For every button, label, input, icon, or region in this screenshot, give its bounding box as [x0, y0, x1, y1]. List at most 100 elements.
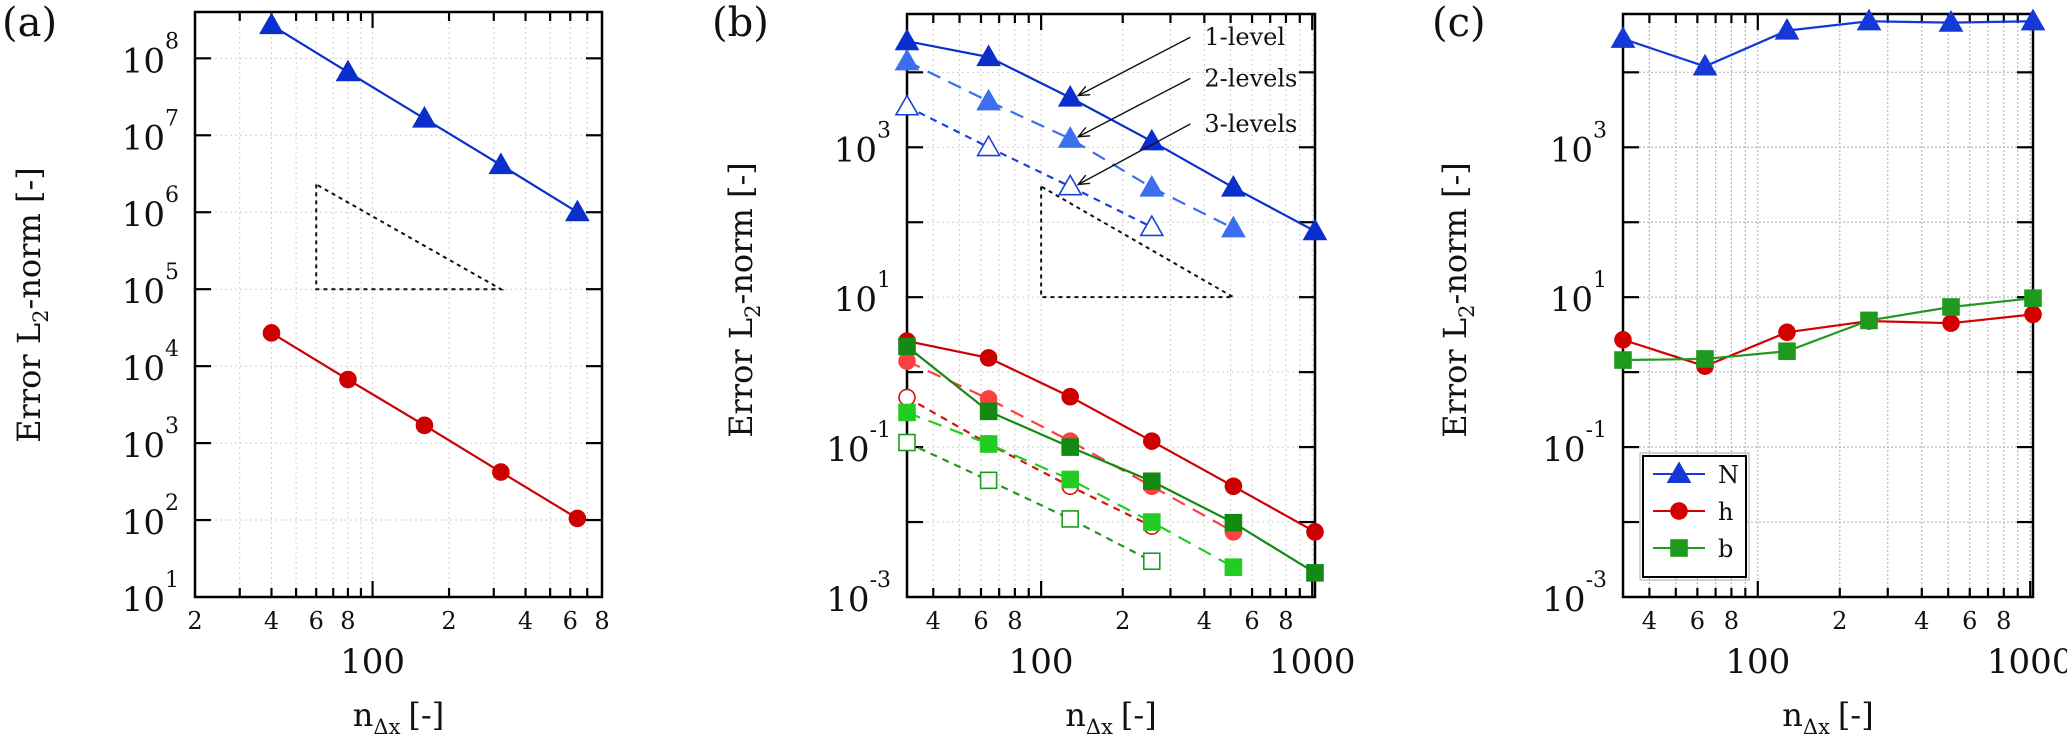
- y-axis-label-sub: 2: [1455, 304, 1479, 317]
- y-tick-label: 101: [1550, 268, 1607, 320]
- y-tick-exponent: -1: [870, 418, 891, 443]
- panel-label: (b): [712, 0, 769, 46]
- series-line: [906, 441, 1153, 563]
- square-marker: [1860, 311, 1878, 330]
- series-line: [906, 411, 1234, 569]
- circle-marker: [339, 370, 357, 389]
- legend: Nhb: [1639, 452, 1750, 581]
- y-axis-label: Error L2-norm [-]: [1436, 162, 1479, 438]
- y-axis-label-sub: 2: [741, 304, 765, 317]
- series-n: [1610, 8, 2046, 76]
- series-line: [1622, 297, 2034, 362]
- series-b-3-levels: [898, 433, 1161, 571]
- square-marker: [1143, 552, 1161, 571]
- square-marker: [898, 433, 916, 452]
- x-major-tick-label: 1000: [1987, 642, 2067, 682]
- x-minor-tick-label: 2: [1832, 607, 1847, 635]
- x-minor-tick-label: 8: [1278, 607, 1293, 635]
- x-minor-tick-label: 6: [563, 607, 578, 635]
- triangle-marker: [894, 93, 920, 116]
- panel-label: (a): [2, 0, 57, 46]
- y-tick-base: 10: [834, 280, 877, 320]
- y-tick-label: 10-3: [1542, 568, 1607, 620]
- y-tick-label: 103: [122, 414, 179, 466]
- triangle-marker: [976, 134, 1001, 157]
- square-marker: [1942, 298, 1960, 316]
- circle-marker: [415, 416, 434, 435]
- series-group: [894, 28, 1328, 582]
- circle-marker: [1778, 323, 1796, 342]
- legend-label: b: [1718, 535, 1733, 563]
- square-marker: [979, 435, 998, 453]
- x-axis-label-sub: Δx: [1803, 715, 1830, 739]
- x-axis-label-unit: [-]: [408, 696, 444, 734]
- y-tick-exponent: 1: [877, 268, 891, 293]
- y-tick-label: 102: [122, 491, 179, 543]
- y-tick-label: 106: [122, 183, 179, 235]
- x-minor-tick-label: 8: [1724, 607, 1739, 635]
- y-axis-label-post: -norm [-]: [722, 162, 760, 304]
- y-axis-label-post: -norm [-]: [1436, 162, 1474, 304]
- triangle-marker: [1139, 174, 1165, 197]
- y-tick-label: 107: [122, 106, 179, 158]
- x-axis-label-main: n: [1782, 696, 1803, 734]
- square-marker: [1614, 351, 1632, 369]
- triangle-marker: [335, 59, 361, 82]
- y-tick-label: 10-3: [826, 568, 891, 620]
- y-tick-label: 105: [122, 260, 179, 312]
- x-minor-tick-label: 4: [926, 607, 941, 635]
- triangle-marker: [1610, 26, 1636, 48]
- x-axis-label-sub: Δx: [1086, 715, 1113, 739]
- x-minor-tick-label: 4: [1914, 607, 1929, 635]
- square-marker: [1061, 470, 1079, 489]
- x-minor-tick-label: 6: [1244, 607, 1259, 635]
- y-tick-label: 103: [834, 118, 891, 170]
- triangle-marker: [1774, 18, 1800, 40]
- y-tick-label: 101: [122, 568, 179, 620]
- x-minor-tick-label: 8: [1007, 607, 1022, 635]
- y-tick-exponent: 1: [165, 568, 179, 593]
- square-marker: [898, 403, 916, 422]
- series-b: [1614, 289, 2042, 369]
- legend-item: N: [1653, 461, 1739, 489]
- series-line: [906, 345, 1316, 574]
- y-tick-label: 101: [834, 268, 891, 320]
- y-tick-exponent: 3: [1593, 118, 1607, 143]
- square-marker: [1306, 564, 1324, 582]
- triangle-marker: [1057, 173, 1083, 196]
- y-tick-base: 10: [122, 118, 165, 158]
- square-marker: [1224, 513, 1243, 532]
- series-line: [906, 105, 1153, 229]
- y-axis-label-post: -norm [-]: [10, 167, 48, 309]
- circle-marker: [1306, 523, 1324, 541]
- triangle-marker: [1057, 126, 1083, 148]
- y-tick-label: 103: [1550, 118, 1607, 170]
- triangle-marker: [1139, 214, 1165, 237]
- y-tick-base: 10: [122, 426, 165, 466]
- circle-marker: [492, 463, 510, 481]
- arrow-head-icon: [1076, 85, 1091, 97]
- y-tick-exponent: 2: [165, 491, 179, 516]
- series-h-3-levels: [898, 388, 1161, 536]
- x-minor-tick-label: 4: [264, 607, 279, 635]
- y-tick-base: 10: [1542, 580, 1585, 620]
- x-minor-tick-label: 2: [187, 607, 202, 635]
- square-marker: [1143, 513, 1161, 531]
- series-n-3-levels: [894, 93, 1165, 237]
- triangle-marker: [412, 105, 437, 128]
- x-minor-tick-label: 6: [973, 607, 988, 635]
- triangle-marker: [565, 199, 590, 222]
- triangle-marker: [488, 152, 514, 175]
- x-major-tick-label: 100: [1009, 642, 1074, 682]
- plot-frame: [193, 10, 604, 599]
- x-minor-tick-label: 2: [441, 607, 456, 635]
- y-tick-base: 10: [826, 580, 869, 620]
- triangle-marker: [1666, 461, 1692, 484]
- square-marker: [1696, 350, 1714, 368]
- x-minor-tick-label: 8: [1996, 607, 2011, 635]
- y-tick-label: 104: [122, 337, 179, 389]
- square-marker: [898, 337, 916, 356]
